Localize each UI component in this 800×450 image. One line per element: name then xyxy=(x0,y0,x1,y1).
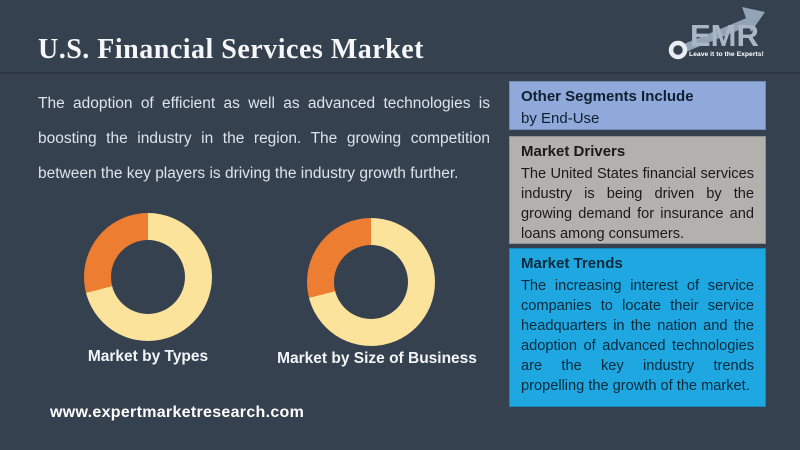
emr-logo-graphic: EMR Leave it to the Experts! xyxy=(668,7,765,60)
emr-logo: EMR Leave it to the Experts! xyxy=(662,4,792,62)
logo-text: EMR xyxy=(690,18,759,53)
logo-arrow-head-icon xyxy=(742,7,765,32)
panel-market-trends-title: Market Trends xyxy=(521,255,623,272)
title-divider xyxy=(0,72,800,74)
panel-market-trends: Market Trends The increasing interest of… xyxy=(509,248,766,407)
panel-other-segments: Other Segments Include by End-Use xyxy=(509,81,766,130)
intro-paragraph: The adoption of efficient as well as adv… xyxy=(38,95,490,182)
logo-circle-icon xyxy=(668,40,688,60)
page-title: U.S. Financial Services Market xyxy=(38,34,424,65)
panel-market-trends-body: The increasing interest of service compa… xyxy=(521,278,754,394)
donut-chart-market-by-types xyxy=(84,213,212,341)
panel-market-drivers: Market Drivers The United States financi… xyxy=(509,136,766,244)
panel-market-drivers-title: Market Drivers xyxy=(521,143,626,160)
logo-tagline: Leave it to the Experts! xyxy=(689,51,764,58)
donut-chart-market-by-size-of-business xyxy=(307,218,435,346)
panel-other-segments-body: by End-Use xyxy=(521,110,600,127)
donut-chart-2-title: Market by Size of Business xyxy=(277,350,477,367)
logo-arrow-shaft xyxy=(678,17,752,54)
donut-chart-1-title: Market by Types xyxy=(87,348,209,365)
panel-other-segments-title: Other Segments Include xyxy=(521,88,694,105)
website-link[interactable]: www.expertmarketresearch.com xyxy=(50,404,305,421)
panel-market-drivers-body: The United States financial services ind… xyxy=(521,166,754,242)
